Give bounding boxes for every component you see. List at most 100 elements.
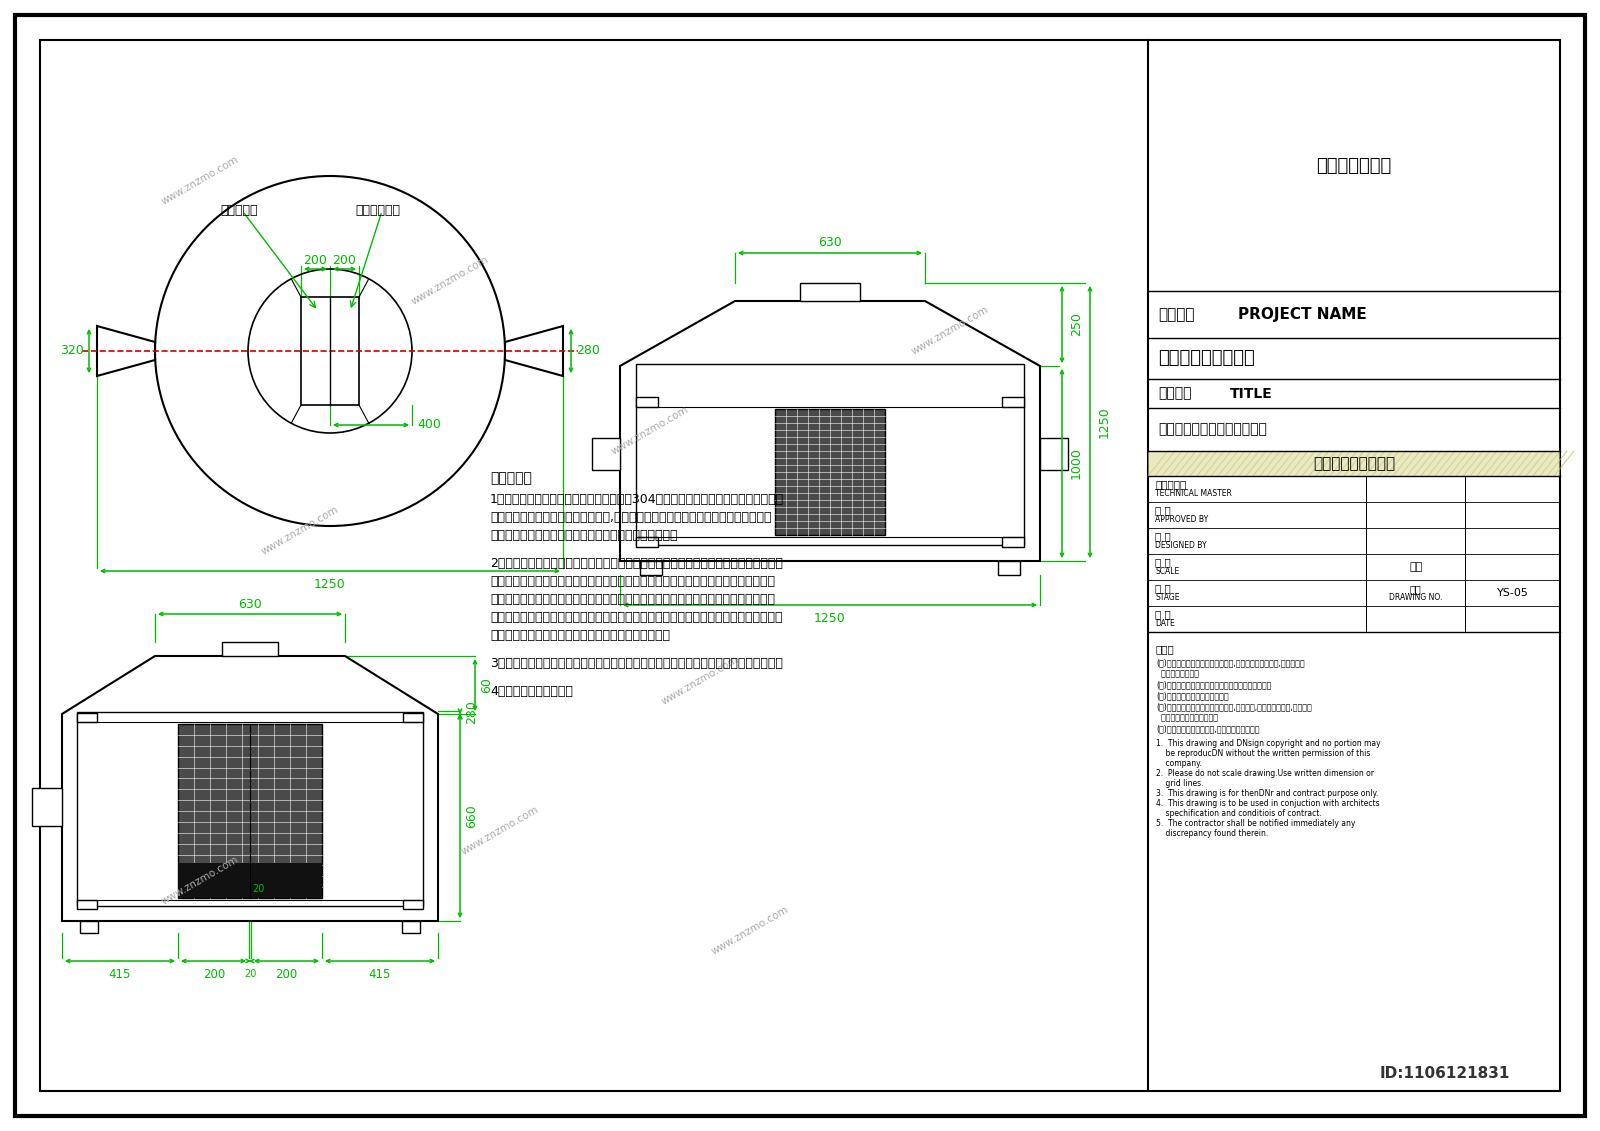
Text: www.znzmo.com: www.znzmo.com xyxy=(160,855,240,907)
Text: 60: 60 xyxy=(480,677,493,693)
Text: 项目名称: 项目名称 xyxy=(1158,307,1195,322)
Text: 20: 20 xyxy=(253,883,264,893)
Bar xyxy=(301,297,358,405)
Text: 1250: 1250 xyxy=(314,578,346,592)
Text: 200: 200 xyxy=(203,967,226,981)
Text: 不锈钢过滤网: 不锈钢过滤网 xyxy=(355,205,400,217)
Text: 技术出图专用章: 技术出图专用章 xyxy=(1317,156,1392,174)
Text: 图纸名称: 图纸名称 xyxy=(1158,387,1192,400)
Text: 1000: 1000 xyxy=(1070,448,1083,480)
Text: 雨水收集与利用系统: 雨水收集与利用系统 xyxy=(1314,456,1395,470)
Text: 设 计: 设 计 xyxy=(1155,530,1171,541)
Bar xyxy=(178,863,322,898)
Text: grid lines.: grid lines. xyxy=(1155,779,1203,788)
Text: 415: 415 xyxy=(109,967,131,981)
Text: www.znzmo.com: www.znzmo.com xyxy=(659,655,741,707)
Text: (二)切向以实际量度此图，一切图内之数字所示为准。: (二)切向以实际量度此图，一切图内之数字所示为准。 xyxy=(1155,680,1272,689)
Text: PROJECT NAME: PROJECT NAME xyxy=(1238,307,1366,322)
Text: 专业负责人: 专业负责人 xyxy=(1155,480,1186,489)
Bar xyxy=(222,642,278,656)
Text: 随意抄写或复印。: 随意抄写或复印。 xyxy=(1155,670,1198,677)
Text: 不锈钢提篹: 不锈钢提篹 xyxy=(221,205,258,217)
Text: 原理说明：: 原理说明： xyxy=(490,470,531,485)
Text: 雨水回收与利用项目: 雨水回收与利用项目 xyxy=(1158,349,1254,368)
Text: DRAWING NO.: DRAWING NO. xyxy=(1389,594,1443,603)
Text: ID:1106121831: ID:1106121831 xyxy=(1379,1065,1510,1080)
Text: 320: 320 xyxy=(61,345,83,357)
Text: 4.  This drawing is to be used in conjuction with architects: 4. This drawing is to be used in conjuct… xyxy=(1155,798,1379,808)
Text: (四)使用此图时应同时参照建筑图则,结构图则,及其它有关图则,施工须附: (四)使用此图时应同时参照建筑图则,结构图则,及其它有关图则,施工须附 xyxy=(1155,702,1312,711)
Text: www.znzmo.com: www.znzmo.com xyxy=(459,805,541,857)
Text: TITLE: TITLE xyxy=(1230,387,1272,400)
Text: 1250: 1250 xyxy=(1098,406,1110,438)
Bar xyxy=(402,921,419,933)
Text: TECHNICAL MASTER: TECHNICAL MASTER xyxy=(1155,490,1232,499)
Text: 前期污染物自动排放，便于后期干净的雨水过滤、收集。: 前期污染物自动排放，便于后期干净的雨水过滤、收集。 xyxy=(490,529,677,542)
Text: 2、产品内置水流堡挡板、控制阀、控制球，不锈钢滤网。当达到设定的弃流量时，排污: 2、产品内置水流堡挡板、控制阀、控制球，不锈钢滤网。当达到设定的弃流量时，排污 xyxy=(490,556,782,570)
Text: STAGE: STAGE xyxy=(1155,594,1179,603)
Bar xyxy=(178,724,322,898)
Text: 注意：: 注意： xyxy=(1155,644,1174,654)
Text: 截污过滤弃流一体化设备详图: 截污过滤弃流一体化设备详图 xyxy=(1158,423,1267,437)
Text: 1.  This drawing and DNsign copyright and no portion may: 1. This drawing and DNsign copyright and… xyxy=(1155,739,1381,748)
Text: 及合约内列明的各项条件。: 及合约内列明的各项条件。 xyxy=(1155,713,1218,722)
Bar xyxy=(77,713,422,906)
Text: APPROVED BY: APPROVED BY xyxy=(1155,516,1208,525)
Text: 20: 20 xyxy=(243,969,256,979)
Text: be reproducDN without the written permission of this: be reproducDN without the written permis… xyxy=(1155,749,1370,758)
Bar xyxy=(1002,537,1024,547)
Text: 口自动关闭，停止弃流，进行雨水收集，内置的不锈钢过滤网可以对收集的雨水进行过: 口自动关闭，停止弃流，进行雨水收集，内置的不锈钢过滤网可以对收集的雨水进行过 xyxy=(490,575,774,588)
Text: 寡 核: 寡 核 xyxy=(1155,506,1171,515)
Text: 200: 200 xyxy=(304,253,328,267)
Bar xyxy=(774,409,885,535)
Text: 630: 630 xyxy=(238,597,262,611)
Text: YS-05: YS-05 xyxy=(1496,588,1528,598)
Text: www.znzmo.com: www.znzmo.com xyxy=(259,504,341,558)
Text: 2.  Please do not scale drawing.Use written dimension or: 2. Please do not scale drawing.Use writt… xyxy=(1155,769,1374,778)
Text: 660: 660 xyxy=(466,804,478,828)
Text: 400: 400 xyxy=(418,418,442,432)
Text: 3、本产品主要应用于前期雨水需收集处理，能够一体化实现截污沉淠过滤弃流等功能。: 3、本产品主要应用于前期雨水需收集处理，能够一体化实现截污沉淠过滤弃流等功能。 xyxy=(490,657,782,670)
Bar xyxy=(637,397,658,407)
Text: 阶 段: 阶 段 xyxy=(1155,582,1171,593)
Text: SCALE: SCALE xyxy=(1155,568,1179,577)
Bar xyxy=(77,713,98,722)
Text: 200: 200 xyxy=(275,967,298,981)
Text: company.: company. xyxy=(1155,759,1202,768)
Bar xyxy=(637,364,1024,545)
Bar xyxy=(32,788,62,826)
Text: www.znzmo.com: www.znzmo.com xyxy=(610,405,690,457)
Bar xyxy=(403,900,422,909)
Text: 滤，过滤产生的污染物会留在排污口筱体内，降雨结束后，排污口自动打开，污染物将: 滤，过滤产生的污染物会留在排污口筱体内，降雨结束后，排污口自动打开，污染物将 xyxy=(490,593,774,606)
Text: 280: 280 xyxy=(576,345,600,357)
Text: 比 例: 比 例 xyxy=(1155,556,1171,567)
Text: (五)承建商如发现有矛盾处,应立即通知本公司。: (五)承建商如发现有矛盾处,应立即通知本公司。 xyxy=(1155,724,1259,733)
Text: DATE: DATE xyxy=(1155,620,1174,629)
Text: www.znzmo.com: www.znzmo.com xyxy=(910,304,990,357)
Text: 280: 280 xyxy=(466,700,478,725)
Bar xyxy=(998,561,1021,575)
Text: 专业: 专业 xyxy=(1410,562,1422,572)
Text: 250: 250 xyxy=(1070,312,1083,336)
Bar xyxy=(1149,451,1560,476)
Text: 1250: 1250 xyxy=(814,612,846,624)
Text: discrepancy found therein.: discrepancy found therein. xyxy=(1155,829,1269,838)
Bar xyxy=(403,713,422,722)
Bar xyxy=(592,438,621,469)
Text: 1、本产品外壳材质为玻璃钐，内置不锈钢304提篹及过滤网，可有效拦截较大固体污: 1、本产品外壳材质为玻璃钐，内置不锈钢304提篹及过滤网，可有效拦截较大固体污 xyxy=(490,493,784,506)
Bar xyxy=(800,283,861,301)
Bar xyxy=(1002,397,1024,407)
Text: spechification and conditiois of contract.: spechification and conditiois of contrac… xyxy=(1155,809,1322,818)
Text: 染物，从而保护后绩设备的正常运行,同时可有效将前期浓度较高的污染物抛弃，实现: 染物，从而保护后绩设备的正常运行,同时可有效将前期浓度较高的污染物抛弃，实现 xyxy=(490,511,771,524)
Bar xyxy=(640,561,662,575)
Bar xyxy=(80,921,98,933)
Text: 4、本产品可直接地埋。: 4、本产品可直接地埋。 xyxy=(490,685,573,698)
Text: 5.  The contractor shall be notified immediately any: 5. The contractor shall be notified imme… xyxy=(1155,819,1355,828)
Text: 415: 415 xyxy=(370,967,390,981)
Text: 630: 630 xyxy=(818,236,842,250)
Text: 日 期: 日 期 xyxy=(1155,608,1171,619)
Text: (三)此图只供描标及呼合同之用。: (三)此图只供描标及呼合同之用。 xyxy=(1155,691,1229,700)
Text: DESIGNED BY: DESIGNED BY xyxy=(1155,542,1206,551)
Bar xyxy=(1040,438,1069,469)
Text: www.znzmo.com: www.znzmo.com xyxy=(160,155,240,207)
